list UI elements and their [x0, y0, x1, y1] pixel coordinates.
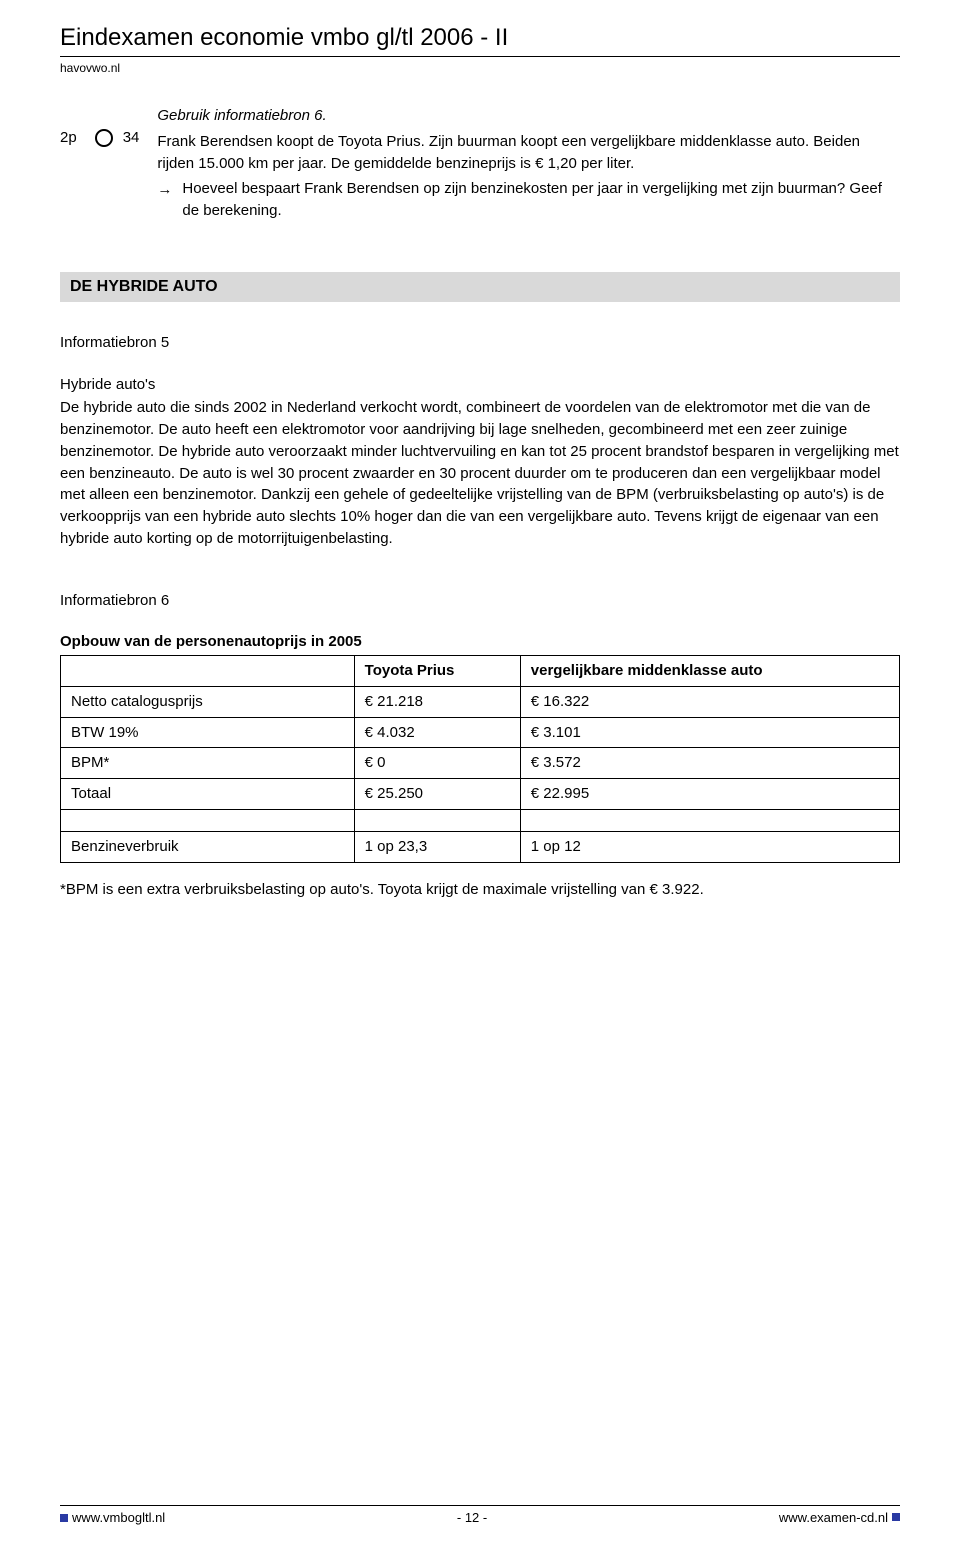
cell: Totaal: [61, 779, 355, 810]
info6-block: Informatiebron 6 Opbouw van de personena…: [60, 590, 900, 901]
document-title: Eindexamen economie vmbo gl/tl 2006 - II: [60, 24, 900, 52]
question-number: 34: [95, 105, 140, 149]
cell: € 21.218: [354, 686, 520, 717]
cell: BTW 19%: [61, 717, 355, 748]
cell: € 4.032: [354, 717, 520, 748]
question-number-text: 34: [123, 127, 140, 149]
cell: BPM*: [61, 748, 355, 779]
footer-rule: [60, 1505, 900, 1506]
header-rule: [60, 56, 900, 57]
table-header-row: Toyota Prius vergelijkbare middenklasse …: [61, 656, 900, 687]
table-row: BTW 19% € 4.032 € 3.101: [61, 717, 900, 748]
question-meta: 2p 34: [60, 105, 139, 149]
footer-row: www.vmbogltl.nl - 12 - www.examen-cd.nl: [60, 1510, 900, 1526]
footer-right-text: www.examen-cd.nl: [779, 1510, 888, 1525]
info5-heading: Informatiebron 5: [60, 332, 900, 354]
price-table: Toyota Prius vergelijkbare middenklasse …: [60, 655, 900, 863]
footer-center: - 12 -: [457, 1510, 487, 1525]
cell: 1 op 23,3: [354, 831, 520, 862]
question-points: 2p: [60, 105, 77, 149]
question-sub-text: Hoeveel bespaart Frank Berendsen op zijn…: [182, 178, 900, 222]
cell: [354, 809, 520, 831]
cell: [520, 809, 899, 831]
question-body: Gebruik informatiebron 6. Frank Berendse…: [157, 105, 900, 222]
col-1: Toyota Prius: [354, 656, 520, 687]
info6-heading: Informatiebron 6: [60, 590, 900, 612]
cell: € 16.322: [520, 686, 899, 717]
footer-right: www.examen-cd.nl: [779, 1510, 900, 1525]
cell: Netto catalogusprijs: [61, 686, 355, 717]
footer-left-text: www.vmbogltl.nl: [72, 1510, 165, 1525]
arrow-right-icon: →: [157, 178, 172, 222]
table-footnote: *BPM is een extra verbruiksbelasting op …: [60, 879, 900, 901]
col-2: vergelijkbare middenklasse auto: [520, 656, 899, 687]
table-row: Netto catalogusprijs € 21.218 € 16.322: [61, 686, 900, 717]
circle-icon: [95, 129, 113, 147]
table-row: Benzineverbruik 1 op 23,3 1 op 12: [61, 831, 900, 862]
cell: € 3.572: [520, 748, 899, 779]
footer-left: www.vmbogltl.nl: [60, 1510, 165, 1525]
question-sub: → Hoeveel bespaart Frank Berendsen op zi…: [157, 178, 900, 222]
info5-text: De hybride auto die sinds 2002 in Nederl…: [60, 397, 900, 549]
table-row: Totaal € 25.250 € 22.995: [61, 779, 900, 810]
question-block: 2p 34 Gebruik informatiebron 6. Frank Be…: [60, 105, 900, 222]
table-title: Opbouw van de personenautoprijs in 2005: [60, 631, 900, 653]
subtitle: havovwo.nl: [60, 61, 900, 75]
cell: [61, 809, 355, 831]
table-row: BPM* € 0 € 3.572: [61, 748, 900, 779]
cell: € 0: [354, 748, 520, 779]
cell: 1 op 12: [520, 831, 899, 862]
cell: € 25.250: [354, 779, 520, 810]
info5-block: Informatiebron 5 Hybride auto's De hybri…: [60, 332, 900, 550]
page-footer: www.vmbogltl.nl - 12 - www.examen-cd.nl: [60, 1505, 900, 1526]
question-intro: Gebruik informatiebron 6.: [157, 105, 900, 127]
square-icon: [892, 1513, 900, 1521]
cell: € 3.101: [520, 717, 899, 748]
info5-subheading: Hybride auto's: [60, 374, 900, 396]
cell: € 22.995: [520, 779, 899, 810]
cell: Benzineverbruik: [61, 831, 355, 862]
question-text: Frank Berendsen koopt de Toyota Prius. Z…: [157, 131, 900, 175]
page: Eindexamen economie vmbo gl/tl 2006 - II…: [0, 0, 960, 1543]
col-0: [61, 656, 355, 687]
section-bar: DE HYBRIDE AUTO: [60, 272, 900, 302]
square-icon: [60, 1514, 68, 1522]
table-spacer-row: [61, 809, 900, 831]
